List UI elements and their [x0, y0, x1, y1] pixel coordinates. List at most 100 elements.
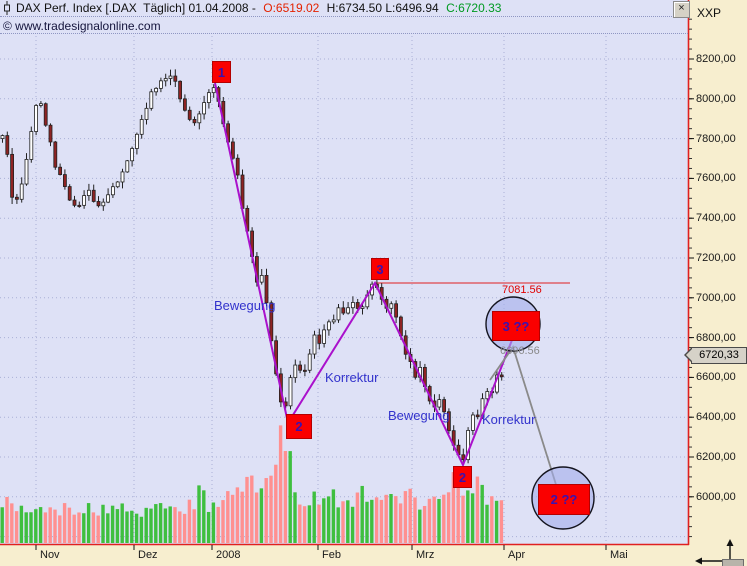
candle-body: [312, 334, 317, 355]
volume-bar: [283, 451, 288, 543]
volume-bar: [245, 476, 249, 543]
volume-bar: [5, 496, 9, 543]
volume-bar: [24, 512, 28, 543]
candle-body: [34, 105, 38, 132]
candle-body: [259, 274, 264, 283]
volume-bar: [158, 503, 163, 543]
volume-bar: [178, 511, 182, 543]
volume-bar: [240, 491, 244, 543]
candle-body: [163, 78, 168, 82]
volume-bar: [192, 509, 196, 543]
candle-body: [154, 87, 159, 93]
candle-body: [211, 87, 216, 94]
volume-bar: [274, 464, 278, 543]
volume-bar: [269, 475, 273, 543]
volume-bar: [331, 489, 336, 543]
candle-body: [29, 131, 34, 160]
volume-bar: [62, 503, 67, 543]
volume-bar: [480, 484, 484, 543]
volume-bar: [442, 494, 446, 543]
volume-bar: [432, 496, 436, 543]
volume-bar: [182, 513, 187, 543]
volume-bar: [110, 505, 115, 543]
volume-bar: [77, 512, 81, 543]
volume-bar: [34, 509, 38, 543]
volume-bar: [197, 485, 201, 543]
candle-body: [360, 306, 365, 309]
volume-bar: [485, 504, 489, 543]
projection-circle: [485, 296, 541, 352]
candle-body: [72, 199, 77, 206]
close-icon[interactable]: ×: [673, 1, 690, 18]
volume-bar: [307, 505, 312, 543]
volume-bar: [259, 488, 264, 543]
candle-body: [346, 307, 351, 314]
volume-bar: [82, 513, 86, 543]
volume-bar: [96, 515, 100, 543]
volume-bar: [379, 499, 384, 543]
volume-bar: [346, 500, 350, 543]
candle-body: [101, 201, 106, 207]
volume-bar: [374, 497, 379, 543]
candle-body: [499, 374, 504, 378]
volume-bar: [254, 492, 259, 543]
candle-body: [58, 166, 62, 175]
volume-bar: [341, 501, 345, 543]
volume-bar: [494, 500, 499, 543]
volume-bar: [38, 507, 43, 543]
volume-bar: [10, 503, 14, 543]
candle-body: [192, 119, 197, 124]
horizontal-scrollbar-thumb[interactable]: [722, 559, 744, 566]
candle-body: [264, 274, 269, 304]
candle-body: [39, 103, 43, 106]
candle-body: [173, 75, 178, 82]
candle-body: [394, 303, 399, 318]
candle-body: [48, 124, 53, 143]
candle-body: [437, 399, 442, 408]
candle-body: [125, 160, 130, 173]
volume-bar: [470, 493, 475, 543]
candle-body: [288, 377, 293, 407]
candle-body: [331, 319, 336, 323]
candle-body: [269, 302, 274, 342]
candle-body: [322, 329, 327, 344]
candle-body: [106, 194, 110, 203]
volume-bar: [278, 425, 283, 543]
candle-body: [307, 353, 312, 371]
volume-bar: [144, 507, 148, 543]
candle-body: [168, 75, 173, 79]
candle-body: [111, 186, 115, 196]
candle-body: [53, 141, 58, 168]
volume-bar: [350, 506, 355, 543]
volume-bar: [413, 497, 417, 543]
candle-body: [341, 307, 346, 314]
candle-body: [5, 135, 10, 155]
candle-body: [230, 141, 235, 159]
candle-body: [336, 307, 341, 321]
candle-body: [182, 98, 187, 111]
volume-bar: [226, 491, 230, 543]
volume-bar: [456, 476, 460, 543]
volume-bar: [206, 511, 211, 543]
candle-body: [350, 302, 355, 309]
candle-body: [0, 135, 5, 139]
volume-bar: [298, 504, 302, 543]
volume-bar: [67, 507, 72, 543]
candle-body: [67, 186, 72, 201]
volume-bar: [72, 514, 76, 543]
volume-bar: [322, 498, 326, 543]
candle-body: [24, 159, 29, 185]
candle-body: [293, 364, 298, 379]
volume-bar: [264, 478, 268, 543]
volume-bar: [355, 492, 360, 543]
candle-body: [10, 153, 15, 198]
volume-bar: [211, 502, 216, 543]
volume-bar: [326, 496, 331, 543]
volume-bar: [58, 515, 62, 543]
volume-bar: [475, 476, 480, 543]
volume-bar: [106, 513, 110, 543]
candle-body: [197, 113, 202, 124]
candle-body: [235, 157, 240, 176]
volume-bar: [408, 488, 412, 543]
volume-bar: [302, 506, 307, 543]
